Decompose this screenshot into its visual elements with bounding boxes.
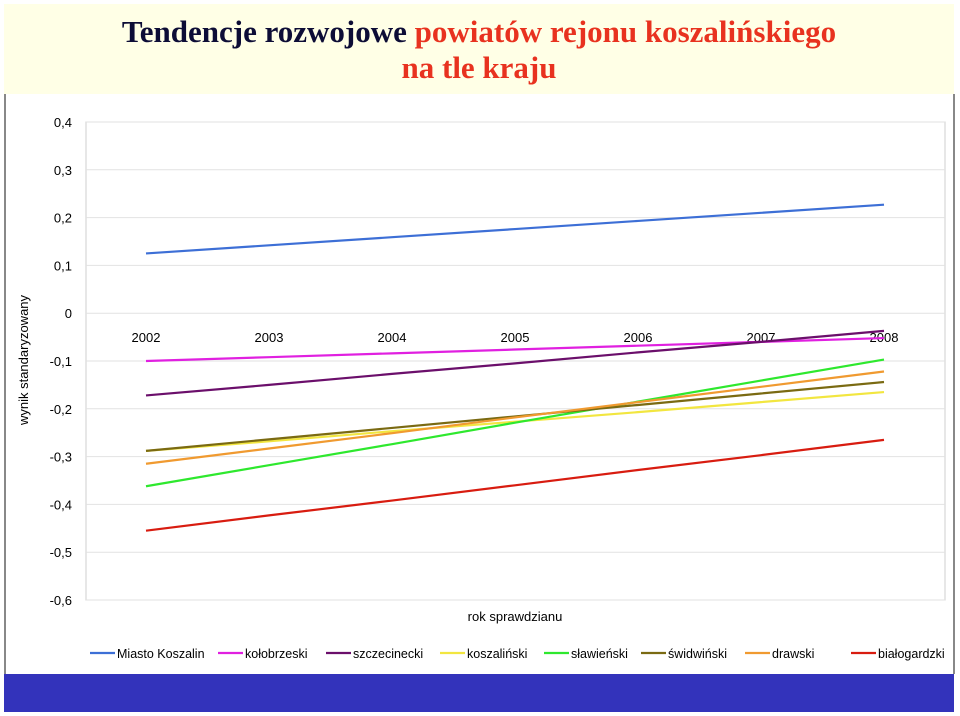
series-line [145, 438, 885, 532]
series-line [145, 203, 885, 255]
y-tick-label: -0,3 [50, 450, 72, 465]
legend-label: białogardzki [878, 647, 945, 661]
title-part-red: powiatów rejonu koszalińskiego [414, 14, 837, 49]
series-line [145, 329, 885, 397]
legend-label: Miasto Koszalin [117, 647, 205, 661]
legend-label: koszaliński [467, 647, 527, 661]
y-axis-label: wynik standaryzowany [16, 294, 31, 426]
legend-label: kołobrzeski [245, 647, 308, 661]
y-tick-label: -0,6 [50, 593, 72, 608]
y-tick-label: -0,1 [50, 354, 72, 369]
chart-title-line-2: na tle kraju [4, 50, 954, 86]
title-part-red-2: na tle kraju [401, 50, 557, 85]
legend-label: szczecinecki [353, 647, 423, 661]
series-line [145, 370, 885, 465]
bottom-color-bar [4, 674, 954, 712]
legend-label: drawski [772, 647, 814, 661]
series-line [145, 358, 885, 488]
y-tick-label: 0,3 [54, 163, 72, 178]
chart-title-line-1: Tendencje rozwojowe powiatów rejonu kosz… [4, 14, 954, 50]
x-tick-label: 2002 [132, 330, 161, 345]
y-tick-label: 0,1 [54, 258, 72, 273]
line-chart: 0,4 0,3 0,2 0,1 0 -0,1 -0,2 -0,3 -0,4 -0,5 -0,6 wyn… [16, 115, 946, 661]
y-tick-label: -0,2 [50, 402, 72, 417]
x-tick-label: 2006 [624, 330, 653, 345]
frame-right-border [953, 94, 955, 674]
legend-label: świdwiński [668, 647, 727, 661]
title-part-dark: Tendencje rozwojowe [121, 14, 407, 49]
y-tick-label: -0,5 [50, 545, 72, 560]
y-tick-label: 0,2 [54, 211, 72, 226]
legend-label: sławieński [571, 647, 628, 661]
x-tick-label: 2008 [870, 330, 899, 345]
frame-left-border [4, 94, 6, 674]
y-tick-label: 0 [65, 306, 72, 321]
y-tick-label: -0,4 [50, 497, 72, 512]
chart-title-banner: Tendencje rozwojowe powiatów rejonu kosz… [4, 4, 954, 94]
x-tick-label: 2004 [378, 330, 407, 345]
x-tick-label: 2005 [501, 330, 530, 345]
x-axis-label: rok sprawdzianu [468, 609, 563, 624]
x-tick-label: 2003 [255, 330, 284, 345]
y-tick-label: 0,4 [54, 115, 72, 130]
